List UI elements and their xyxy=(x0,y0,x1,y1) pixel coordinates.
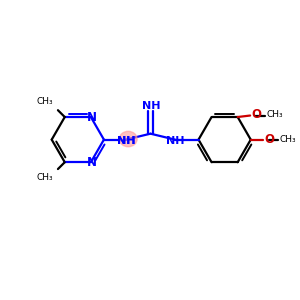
Text: N: N xyxy=(87,110,97,124)
Text: CH₃: CH₃ xyxy=(37,173,53,182)
Text: NH: NH xyxy=(166,136,184,146)
Text: CH₃: CH₃ xyxy=(37,97,53,106)
Text: NH: NH xyxy=(117,136,135,146)
Ellipse shape xyxy=(119,131,137,147)
Text: CH₃: CH₃ xyxy=(266,110,283,119)
Text: NH: NH xyxy=(117,136,135,146)
Text: NH: NH xyxy=(142,101,160,111)
Text: N: N xyxy=(87,156,97,169)
Text: O: O xyxy=(251,108,261,122)
Text: CH₃: CH₃ xyxy=(280,134,296,143)
Text: O: O xyxy=(264,133,274,146)
